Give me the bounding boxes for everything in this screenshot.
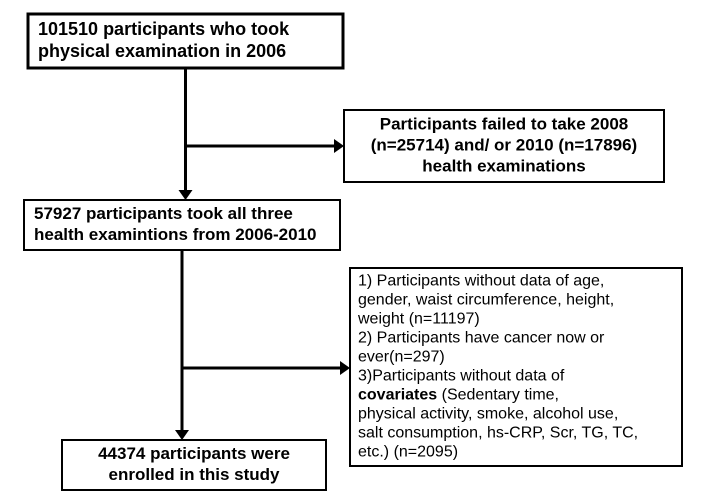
flow-box-b5: 44374 participants were enrolled in this … [62,440,326,490]
flow-box-text: 44374 participants were [98,444,290,463]
arrow-head [340,361,350,375]
flow-box-text: salt consumption, hs-CRP, Scr, TG, TC, [358,425,638,442]
flow-box-b2: Participants failed to take 2008 (n=25714… [344,110,664,182]
flow-box-text: gender, waist circumference, height, [358,292,614,309]
flow-box-b1: 101510 participants who tookphysical exa… [28,14,343,68]
flow-box-b3: 57927 participants took all three health … [24,200,340,250]
flow-box-text: 101510 participants who took [38,19,290,39]
arrow-head [179,190,193,200]
arrow-head [334,139,344,153]
flow-box-text: enrolled in this study [109,465,281,484]
flow-box-text: physical examination in 2006 [38,41,286,61]
flow-box-text: (n=25714) and/ or 2010 (n=17896) [371,135,637,154]
flow-box-text: etc.) (n=2095) [358,444,458,461]
flow-box-text: 1) Participants without data of age, [358,273,604,290]
flow-box-text: 57927 participants took all three [34,204,293,223]
flow-box-b4: 1) Participants without data of age, gend… [350,268,682,466]
flow-box-text: ever(n=297) [358,349,445,366]
flow-box-text: physical activity, smoke, alcohol use, [358,406,618,423]
flow-box-text: 3)Participants without data of [358,368,565,385]
flow-box-text: health examinations [422,156,585,175]
flow-box-text: covariates (Sedentary time, [358,387,559,404]
flow-box-text: health examintions from 2006-2010 [34,225,317,244]
flow-box-text: Participants failed to take 2008 [380,114,629,133]
arrow-head [175,430,189,440]
flow-box-text: weight (n=11197) [357,311,480,328]
flow-box-text: 2) Participants have cancer now or [358,330,605,347]
